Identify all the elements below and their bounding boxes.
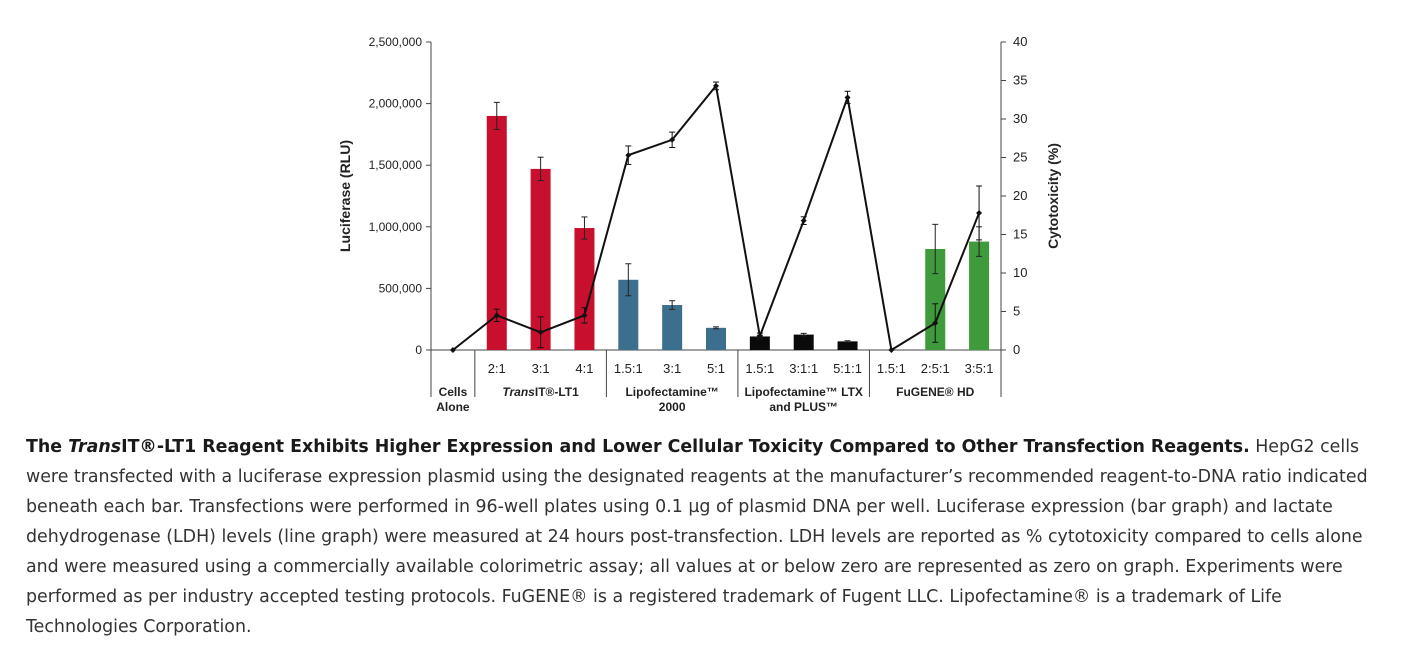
caption-body: HepG2 cells were transfected with a luci… <box>26 437 1368 637</box>
x-tick-label-ratio: 3:5:1 <box>965 361 994 376</box>
line-marker <box>669 136 676 143</box>
y-tick-label-left: 1,000,000 <box>369 220 423 234</box>
x-tick-label-ratio: 5:1 <box>707 361 725 376</box>
line-marker <box>713 82 719 89</box>
y-tick-label-right: 0 <box>1013 342 1020 357</box>
y-tick-label-right: 5 <box>1013 304 1020 319</box>
line-marker <box>449 347 456 353</box>
group-label-italic: Trans <box>502 385 535 399</box>
x-tick-label-ratio: 1.5:1 <box>614 361 643 376</box>
x-tick-label-ratio: 3:1 <box>532 361 550 376</box>
y-tick-label-right: 25 <box>1013 150 1027 165</box>
bars <box>486 101 990 350</box>
y-axis-label-left: Luciferase (RLU) <box>337 140 353 252</box>
line-marker <box>844 94 851 101</box>
bar-luciferase <box>618 279 639 350</box>
line-marker <box>888 347 895 353</box>
x-tick-label-ratio: 3:1:1 <box>789 361 818 376</box>
bar-luciferase <box>530 168 551 350</box>
y-tick-label-left: 0 <box>415 343 422 357</box>
bar-luciferase <box>486 115 507 350</box>
cytotoxicity-line <box>449 81 983 353</box>
x-tick-label-ratio: 5:1:1 <box>833 361 862 376</box>
bar-luciferase <box>662 305 683 350</box>
x-tick-label-ratio: 2:1 <box>488 361 506 376</box>
bar-luciferase <box>925 248 946 350</box>
group-label-line: Lipofectamine™ <box>625 385 718 399</box>
bar-luciferase <box>574 228 595 350</box>
x-tick-label-ratio: 4:1 <box>575 361 593 376</box>
line-marker <box>625 152 632 159</box>
group-label-line: 2000 <box>659 400 686 414</box>
y-tick-label-right: 10 <box>1013 265 1027 280</box>
line-marker <box>800 217 807 224</box>
y-tick-label-right: 15 <box>1013 227 1027 242</box>
x-tick-label-ratio: 2:5:1 <box>921 361 950 376</box>
y-tick-label-left: 2,000,000 <box>369 97 423 111</box>
group-label-rest: IT®-LT1 <box>535 385 579 399</box>
line-marker <box>493 312 500 319</box>
group-label-line: Alone <box>436 400 470 414</box>
y-tick-label-left: 500,000 <box>379 281 423 295</box>
luciferase-cytotoxicity-chart: 0 500,000 1,000,000 1,500,000 2,000,000 2,500… <box>337 34 1061 414</box>
caption-title-prefix: The <box>26 437 69 457</box>
axes: 0 500,000 1,000,000 1,500,000 2,000,000 2,500… <box>369 34 1027 397</box>
y-tick-label-right: 30 <box>1013 111 1027 126</box>
bar-luciferase <box>793 334 814 350</box>
group-label-line: Lipofectamine™ LTX <box>744 385 862 399</box>
line-marker <box>756 333 763 340</box>
line-marker <box>581 312 588 319</box>
chart-container: 0 500,000 1,000,000 1,500,000 2,000,000 2,500… <box>337 34 1061 414</box>
bar-luciferase <box>837 341 858 350</box>
figure-caption: The TransIT®-LT1 Reagent Exhibits Higher… <box>26 432 1376 642</box>
line-marker <box>976 209 983 216</box>
category-labels: 2:1 3:1 4:1 1.5:1 3:1 5:1 1.5:1 3:1:1 5:1:1 1.5:1… <box>436 361 993 414</box>
bar-luciferase <box>749 336 770 350</box>
group-label-line: Cells <box>439 385 468 399</box>
y-tick-label-right: 20 <box>1013 188 1027 203</box>
group-label-line: FuGENE® HD <box>896 385 975 399</box>
x-tick-label-ratio: 3:1 <box>663 361 681 376</box>
y-tick-label-left: 1,500,000 <box>369 158 423 172</box>
x-tick-label-ratio: 1.5:1 <box>877 361 906 376</box>
bar-luciferase <box>969 241 990 350</box>
y-tick-label-right: 40 <box>1013 34 1027 49</box>
x-tick-label-ratio: 1.5:1 <box>745 361 774 376</box>
caption-title-rest: IT®-LT1 Reagent Exhibits Higher Expressi… <box>121 437 1250 457</box>
line-marker <box>537 329 544 336</box>
caption-title: The TransIT®-LT1 Reagent Exhibits Higher… <box>26 437 1250 457</box>
group-label-line: and PLUS™ <box>769 400 838 414</box>
caption-title-italic: Trans <box>68 437 122 457</box>
bar-luciferase <box>706 327 726 350</box>
line-marker <box>932 320 939 327</box>
y-tick-label-left: 2,500,000 <box>369 35 423 49</box>
y-axis-label-right: Cytotoxicity (%) <box>1045 143 1061 249</box>
y-tick-label-right: 35 <box>1013 73 1027 88</box>
group-label: TransIT®-LT1 <box>502 385 579 399</box>
